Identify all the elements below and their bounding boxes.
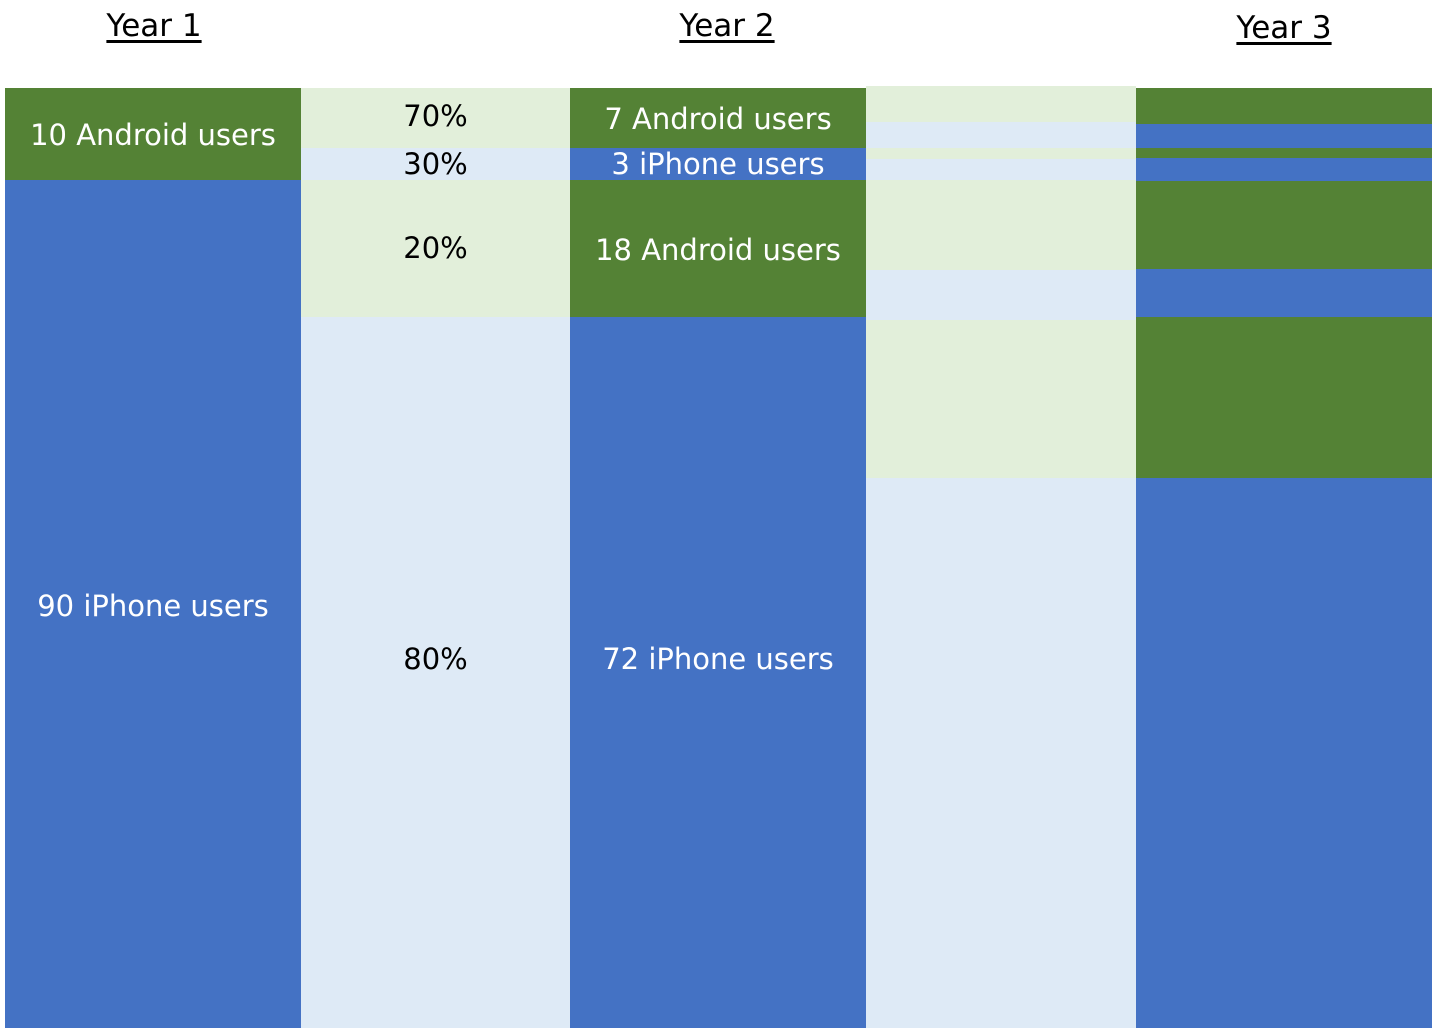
year3-iphone-block [1136, 124, 1432, 148]
year3-android-block [1136, 88, 1432, 124]
year1-android-label: 10 Android users [30, 118, 276, 152]
flow1-iphone-stay-label: 80% [403, 641, 468, 676]
year1-iphone-block: 90 iPhone users [5, 180, 301, 1028]
flow2-segment [866, 86, 1136, 122]
year1-android-block: 10 Android users [5, 88, 301, 180]
year2-iphone-to-android-block: 18 Android users [570, 180, 866, 317]
header-year-2: Year 2 [679, 8, 775, 44]
year3-iphone-block [1136, 269, 1432, 317]
year2-iphone-stay-block: 72 iPhone users [570, 317, 866, 1028]
flow2-segment [866, 122, 1136, 148]
year3-android-block [1136, 181, 1432, 269]
year3-iphone-block [1136, 478, 1432, 1028]
header-year-1: Year 1 [106, 8, 202, 44]
year2-android-to-iphone-block: 3 iPhone users [570, 147, 866, 181]
flow1-android-switch-label: 30% [403, 147, 468, 181]
year1-iphone-label: 90 iPhone users [37, 589, 269, 623]
year2-iphone-stay-label: 72 iPhone users [602, 641, 834, 676]
year2-android-to-iphone-label: 3 iPhone users [611, 147, 825, 181]
flow2-segment [866, 180, 1136, 270]
year3-android-block [1136, 148, 1432, 158]
year2-android-stay-block: 7 Android users [570, 88, 866, 148]
year2-iphone-to-android-label: 18 Android users [595, 232, 841, 267]
header-year-3: Year 3 [1236, 10, 1332, 46]
flow1-iphone-stay: 80% [301, 317, 570, 1028]
year2-android-stay-label: 7 Android users [604, 102, 832, 136]
year3-android-block [1136, 317, 1432, 478]
flow1-iphone-switch-label: 20% [403, 230, 468, 265]
flow2-segment [866, 148, 1136, 159]
flow1-android-stay-label: 70% [403, 99, 468, 133]
flow2-segment [866, 159, 1136, 180]
flow1-iphone-switch: 20% [301, 180, 570, 317]
flow1-android-switch: 30% [301, 147, 570, 181]
flow2-segment [866, 478, 1136, 1028]
flow2-segment [866, 270, 1136, 320]
flow2-segment [866, 320, 1136, 478]
flow1-android-stay: 70% [301, 88, 570, 148]
year3-iphone-block [1136, 158, 1432, 181]
